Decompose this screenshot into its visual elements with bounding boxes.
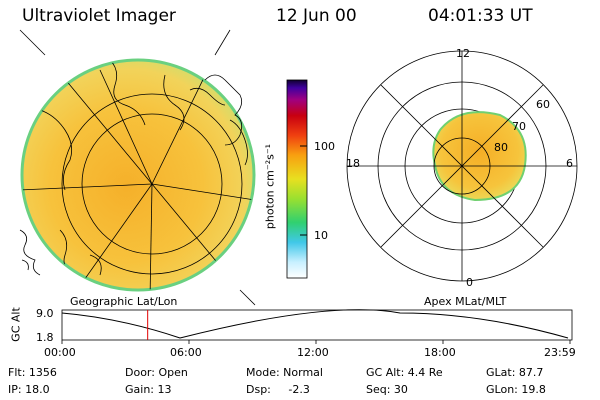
colorbar-tick-10: 10 <box>314 229 328 242</box>
altitude-plot <box>61 309 573 344</box>
status-glon: GLon: 19.8 <box>486 383 546 396</box>
status-gcalt: GC Alt: 4.4 Re <box>366 366 443 379</box>
mlat-label-70: 70 <box>512 120 526 133</box>
mlat-label-60: 60 <box>536 98 550 111</box>
status-dsp: Dsp: -2.3 <box>246 383 310 396</box>
altitude-ytick-min: 1.8 <box>36 331 54 344</box>
altitude-ytick-max: 9.0 <box>36 307 54 320</box>
status-door: Door: Open <box>125 366 188 379</box>
polar-plot <box>346 50 578 282</box>
altitude-ylabel: GC Alt <box>9 307 23 342</box>
xtick-1800: 18:00 <box>424 346 456 359</box>
colorbar-unit-label: photon cm⁻²s⁻¹ <box>263 143 277 230</box>
status-flt: Flt: 1356 <box>8 366 57 379</box>
mlat-label-80: 80 <box>494 141 508 154</box>
xtick-1200: 12:00 <box>297 346 329 359</box>
mlt-label-6: 6 <box>566 157 573 170</box>
projection-label-left: Geographic Lat/Lon <box>70 295 178 308</box>
status-mode: Mode: Normal <box>246 366 323 379</box>
status-ip: IP: 18.0 <box>8 383 50 396</box>
xtick-0600: 06:00 <box>170 346 202 359</box>
status-gain: Gain: 13 <box>125 383 172 396</box>
time-label: 04:01:33 UT <box>428 6 533 26</box>
status-glat: GLat: 87.7 <box>486 366 544 379</box>
auroral-oval <box>432 111 527 202</box>
date-label: 12 Jun 00 <box>276 6 357 26</box>
colorbar-tick-100: 100 <box>314 140 335 153</box>
app-title: Ultraviolet Imager <box>22 6 176 26</box>
mlt-label-0: 0 <box>466 276 473 289</box>
geographic-image <box>19 29 256 306</box>
status-seq: Seq: 30 <box>366 383 408 396</box>
xtick-2359: 23:59 <box>544 346 576 359</box>
mlt-label-12: 12 <box>456 47 470 60</box>
projection-label-right: Apex MLat/MLT <box>424 295 507 308</box>
colorbar <box>286 79 308 279</box>
xtick-0000: 00:00 <box>44 346 76 359</box>
mlt-label-18: 18 <box>346 157 360 170</box>
